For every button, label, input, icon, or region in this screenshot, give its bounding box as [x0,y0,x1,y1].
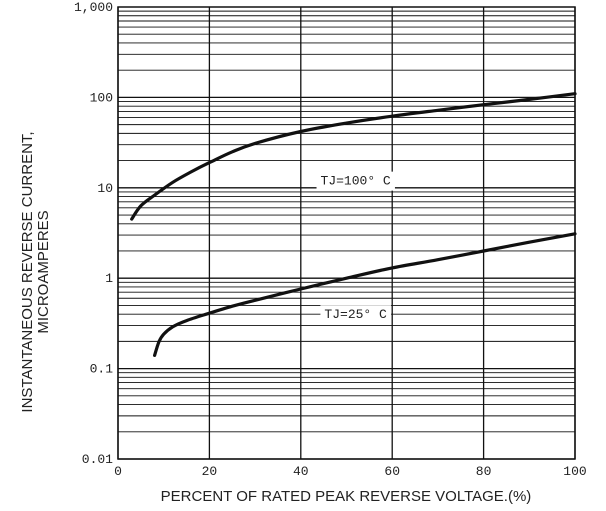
series-line-0 [130,92,577,221]
y-tick-label-2: 1 [105,271,113,286]
series-labels: TJ=100° C TJ=25° C [316,171,395,325]
series-line-1 [153,232,577,357]
series-label-1: TJ=25° C [324,307,387,322]
y-axis-label-line-2: MICROAMPERES [35,210,52,333]
tick-labels: 0 20 40 60 80 100 0.01 0.1 1 10 100 1,000 [74,0,587,479]
x-tick-label-0: 0 [114,464,122,479]
x-tick-label-5: 100 [563,464,586,479]
y-tick-label-1: 0.1 [90,362,114,377]
y-axis-label-line-1: INSTANTANEOUS REVERSE CURRENT, [19,131,36,412]
x-axis-label: PERCENT OF RATED PEAK REVERSE VOLTAGE.(%… [161,488,532,505]
x-tick-label-3: 60 [384,464,400,479]
series-label-bg-0 [316,171,395,191]
series-label-bg-1 [320,305,392,325]
y-tick-label-4: 100 [90,90,113,105]
y-tick-label-5: 1,000 [74,0,113,15]
series-curves [130,92,577,357]
y-tick-label-3: 10 [97,181,113,196]
plot-frame [117,6,576,460]
grid-lines [117,7,576,460]
x-tick-label-1: 20 [202,464,218,479]
y-tick-label-0: 0.01 [82,452,113,467]
x-tick-label-2: 40 [293,464,309,479]
series-label-0: TJ=100° C [321,174,391,189]
x-tick-label-4: 80 [476,464,492,479]
